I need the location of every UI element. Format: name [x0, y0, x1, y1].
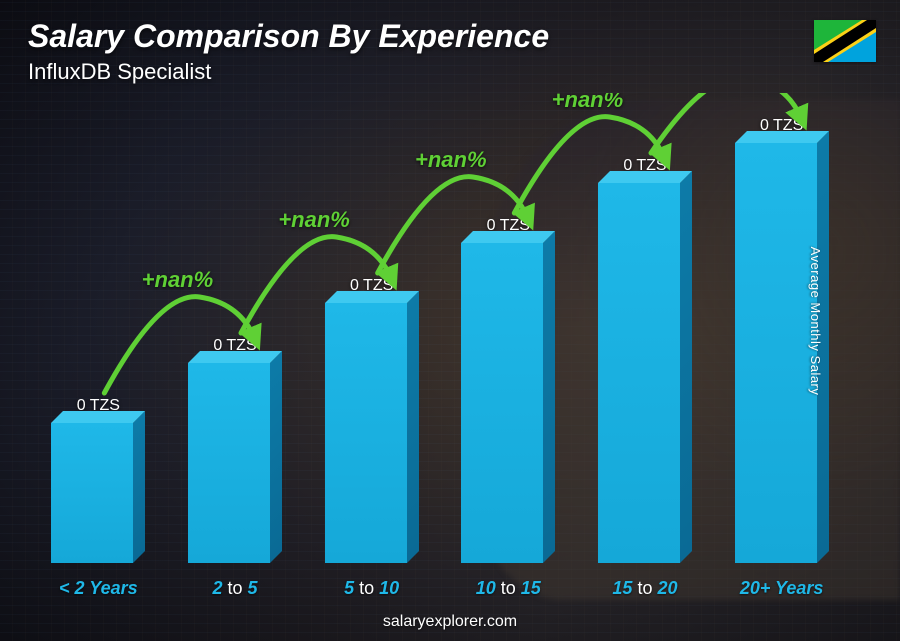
x-axis-label: 20+ Years [722, 578, 842, 599]
bars-container: 0 TZS0 TZS0 TZS0 TZS0 TZS0 TZS [30, 93, 850, 563]
x-axis-label: < 2 Years [38, 578, 158, 599]
bar-group: 0 TZS [312, 277, 432, 563]
bar-group: 0 TZS [448, 217, 568, 563]
bar [51, 423, 145, 563]
header: Salary Comparison By Experience InfluxDB… [28, 18, 872, 85]
y-axis-label: Average Monthly Salary [808, 246, 823, 395]
bar-group: 0 TZS [175, 337, 295, 563]
footer-attribution: salaryexplorer.com [0, 613, 900, 631]
bar-chart: 0 TZS0 TZS0 TZS0 TZS0 TZS0 TZS +nan%+nan… [30, 93, 850, 563]
x-axis-label: 10 to 15 [448, 578, 568, 599]
x-axis-label: 2 to 5 [175, 578, 295, 599]
bar [325, 303, 419, 563]
bar [598, 183, 692, 563]
x-axis-label: 15 to 20 [585, 578, 705, 599]
chart-subtitle: InfluxDB Specialist [28, 59, 872, 85]
bar-group: 0 TZS [38, 397, 158, 563]
x-axis-labels: < 2 Years 2 to 5 5 to 10 10 to 15 15 to 20 20… [30, 578, 850, 599]
tanzania-flag-icon [814, 20, 876, 62]
chart-title: Salary Comparison By Experience [28, 18, 872, 55]
x-axis-label: 5 to 10 [312, 578, 432, 599]
bar-group: 0 TZS [585, 157, 705, 563]
bar [461, 243, 555, 563]
bar [188, 363, 282, 563]
bar-group: 0 TZS [722, 117, 842, 563]
